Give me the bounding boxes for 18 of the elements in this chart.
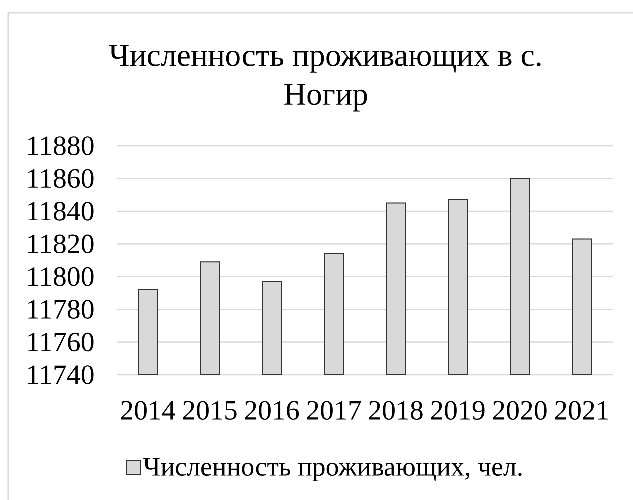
y-tick-label: 11800	[28, 267, 94, 286]
y-tick-label: 11760	[28, 332, 94, 352]
x-tick-label: 2015	[183, 401, 237, 420]
y-tick-label: 11780	[28, 300, 94, 319]
y-tick-label: 11860	[28, 169, 94, 188]
x-tick-label: 2016	[245, 401, 300, 420]
legend-label: Численность проживающих, чел.	[144, 458, 522, 482]
x-tick-label: 2017	[307, 401, 362, 420]
x-tick-label: 2021	[555, 401, 608, 420]
y-tick-label: 11820	[28, 234, 94, 254]
chart-title: Численность проживающих в с. Ногир	[109, 45, 541, 112]
x-tick-label: 2018	[369, 401, 423, 420]
x-tick-label: 2020	[493, 401, 547, 420]
x-tick-label: 2014	[121, 401, 176, 420]
x-tick-label: 2019	[431, 401, 485, 420]
y-tick-label: 11880	[28, 136, 94, 156]
y-tick-label: 11840	[28, 202, 94, 221]
y-tick-label: 11740	[28, 366, 94, 384]
